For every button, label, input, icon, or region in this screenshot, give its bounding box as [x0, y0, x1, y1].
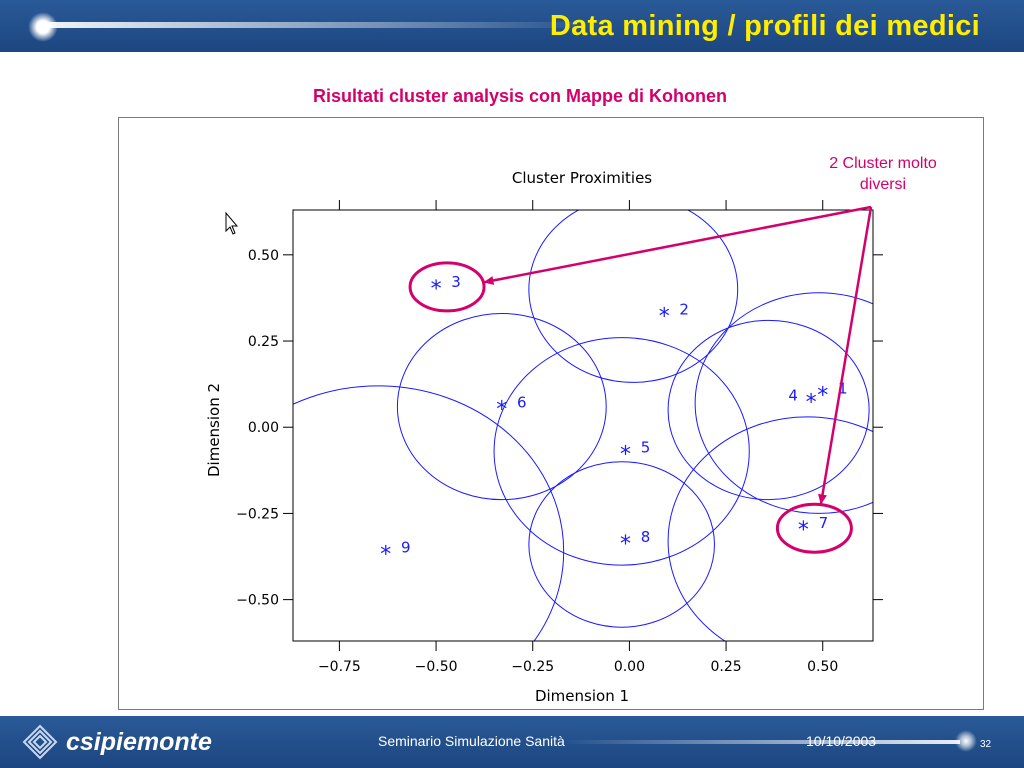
proximity-circle: [667, 416, 873, 641]
annotation-arrowhead: [818, 493, 827, 505]
cluster-point-marker: *: [620, 532, 631, 557]
y-tick-label: −0.25: [236, 506, 279, 522]
x-tick-label: −0.25: [511, 659, 554, 675]
logo-text: csipiemonte: [66, 727, 212, 756]
header-glow-decoration: [28, 12, 58, 42]
annotation-arrowhead: [483, 276, 495, 285]
footer-bar: csipiemonte Seminario Simulazione Sanità…: [0, 716, 1024, 768]
footer-glow-decoration: [955, 730, 977, 752]
cluster-point-label: 9: [401, 538, 411, 556]
highlight-ellipse: [775, 502, 853, 554]
proximity-circle: [528, 210, 739, 383]
cluster-point-marker: *: [798, 518, 809, 543]
x-tick-label: 0.25: [710, 659, 741, 675]
footer-decoration-line: [560, 740, 960, 744]
cursor-arrow-icon: [225, 211, 239, 235]
proximity-circle: [528, 461, 715, 628]
plot-frame: [292, 209, 874, 642]
annotation-arrow: [819, 206, 873, 505]
csipiemonte-logo: csipiemonte: [22, 724, 212, 760]
y-tick-label: 0.00: [248, 420, 279, 436]
y-tick-label: −0.50: [236, 593, 279, 609]
chart-frame: Cluster Proximities Dimension 1 Dimensio…: [118, 117, 984, 710]
cluster-point-label: 6: [517, 394, 527, 412]
x-tick-label: 0.50: [807, 659, 838, 675]
header-bar: Data mining / profili dei medici: [0, 0, 1024, 52]
cluster-point-label: 7: [819, 514, 829, 532]
proximity-circle: [694, 292, 873, 514]
cluster-point-label: 1: [838, 380, 848, 398]
cluster-point-label: 4: [788, 387, 798, 405]
cluster-point-label: 3: [451, 273, 461, 291]
cluster-point-marker: *: [380, 542, 391, 567]
cluster-point-marker: *: [817, 384, 828, 409]
proximity-circle: [293, 385, 565, 641]
slide-subtitle: Risultati cluster analysis con Mappe di …: [312, 86, 728, 106]
annotation-text: 2 Cluster molto diversi: [829, 155, 937, 193]
logo-diamond-icon: [22, 724, 58, 760]
cluster-point-marker: *: [620, 442, 631, 467]
cluster-point-marker: *: [431, 277, 442, 302]
page-number: 32: [980, 739, 992, 750]
slide-title: Data mining / profili dei medici: [549, 10, 980, 42]
header-decoration-line: [40, 22, 600, 28]
cluster-point-label: 2: [679, 300, 689, 318]
cluster-point-marker: *: [806, 391, 817, 416]
proximity-circle: [667, 319, 870, 501]
x-axis-label: Dimension 1: [535, 687, 629, 705]
highlight-ellipse: [408, 261, 486, 313]
x-tick-label: 0.00: [614, 659, 645, 675]
footer-date: 10/10/2003: [806, 733, 877, 749]
cluster-point-label: 8: [641, 528, 651, 546]
x-tick-label: −0.50: [415, 659, 458, 675]
cluster-point-label: 5: [641, 438, 651, 456]
proximity-circle: [493, 337, 750, 566]
footer-event-title: Seminario Simulazione Sanità: [378, 733, 565, 749]
cluster-point-marker: *: [496, 398, 507, 423]
y-tick-label: 0.50: [248, 248, 279, 264]
proximity-circle: [396, 312, 607, 501]
x-tick-label: −0.75: [318, 659, 361, 675]
cluster-point-marker: *: [659, 304, 670, 329]
y-tick-label: 0.25: [248, 334, 279, 350]
cluster-proximities-chart: Cluster Proximities Dimension 1 Dimensio…: [205, 169, 883, 705]
chart-title: Cluster Proximities: [512, 169, 652, 187]
y-axis-label: Dimension 2: [205, 383, 223, 477]
annotation-arrow: [483, 205, 872, 284]
